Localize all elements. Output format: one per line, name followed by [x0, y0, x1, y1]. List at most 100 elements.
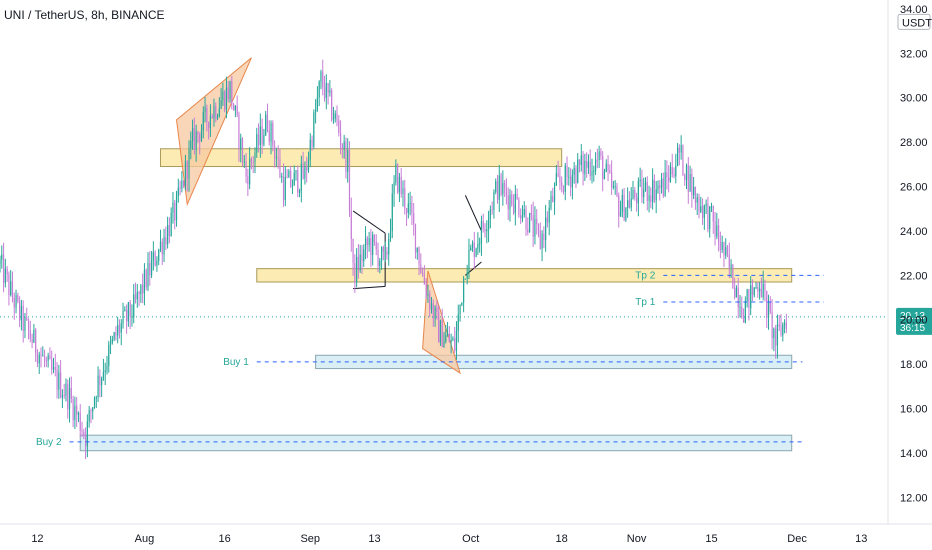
candle-body	[241, 138, 244, 162]
candle-body	[527, 229, 529, 233]
candle-body	[446, 333, 449, 336]
candle-body	[486, 229, 488, 232]
candle-body	[142, 284, 144, 294]
candle-body	[52, 366, 55, 370]
candle-body	[179, 187, 181, 189]
candle-body	[423, 274, 425, 285]
candle-body	[209, 115, 212, 129]
candle-body	[222, 91, 224, 101]
candle-body	[648, 195, 650, 201]
candle-body	[275, 157, 277, 159]
candle-body	[491, 209, 493, 211]
candle-body	[452, 338, 454, 341]
candle-body	[147, 262, 149, 288]
candle-body	[261, 126, 263, 145]
candle-body	[682, 145, 684, 175]
candle-body	[463, 278, 465, 303]
candle-body	[759, 288, 761, 292]
candle-body	[307, 159, 310, 171]
candle-body	[126, 309, 128, 322]
x-tick-label: 12	[31, 533, 43, 545]
candle-body	[200, 130, 203, 142]
candle-body	[172, 202, 174, 213]
candle-body	[106, 365, 108, 371]
candle-body	[618, 195, 620, 217]
candle-body	[54, 366, 56, 370]
level-label: Tp 1	[635, 297, 655, 308]
candle-body	[298, 190, 301, 193]
candle-body	[24, 317, 26, 331]
candle-body	[218, 108, 220, 117]
candle-body	[84, 434, 87, 447]
candle-body	[250, 158, 253, 163]
candle-body	[168, 225, 170, 237]
candle-body	[694, 187, 697, 203]
candle-body	[739, 306, 741, 308]
unit-badge	[897, 13, 931, 30]
candle-body	[602, 155, 604, 180]
candle-body	[714, 221, 716, 237]
candle-body	[232, 103, 235, 111]
candle-body	[2, 254, 5, 283]
candle-body	[438, 312, 440, 343]
candle-body	[580, 155, 582, 166]
candle-body	[58, 372, 60, 390]
candles	[0, 59, 787, 460]
candle-body	[323, 87, 326, 98]
candle-body	[156, 260, 158, 266]
candle-body	[614, 186, 616, 188]
candle-body	[256, 134, 258, 153]
candle-body	[659, 185, 661, 188]
candle-body	[625, 207, 627, 221]
pattern-line	[464, 195, 482, 232]
candle-body	[470, 247, 472, 250]
candle-body	[660, 178, 663, 188]
candle-body	[584, 160, 586, 175]
pattern-line	[352, 210, 386, 234]
x-tick-label: Oct	[462, 533, 479, 545]
candle-body	[295, 170, 297, 173]
candle-body	[653, 179, 656, 201]
candle-body	[99, 375, 101, 386]
candle-body	[454, 338, 456, 351]
candle-body	[425, 284, 427, 296]
candle-body	[149, 262, 151, 276]
candle-body	[710, 206, 713, 208]
y-tick-label: 22.00	[900, 270, 928, 282]
candle-body	[641, 179, 643, 198]
candle-body	[263, 135, 265, 145]
candle-body	[422, 272, 424, 275]
candle-body	[718, 225, 720, 242]
x-tick-label: Aug	[135, 533, 155, 545]
x-tick-label: 18	[556, 533, 568, 545]
level-label: Buy 2	[36, 437, 62, 448]
candle-body	[224, 91, 226, 110]
y-tick-label: 30.00	[900, 93, 928, 105]
candle-body	[434, 307, 436, 319]
candle-body	[281, 176, 283, 178]
candle-body	[427, 293, 429, 296]
candle-body	[372, 234, 374, 255]
candle-body	[152, 252, 154, 261]
candle-body	[566, 165, 568, 177]
candle-body	[183, 180, 185, 187]
candle-body	[193, 128, 195, 150]
candle-body	[257, 134, 260, 146]
candle-body	[537, 223, 540, 231]
candle-body	[380, 247, 383, 261]
candle-body	[700, 205, 702, 212]
candle-body	[259, 126, 261, 146]
candle-body	[45, 360, 47, 362]
candle-body	[197, 131, 199, 135]
candle-body	[225, 87, 228, 110]
candle-body	[51, 359, 53, 370]
candle-body	[712, 206, 714, 222]
candle-body	[539, 230, 541, 249]
candle-body	[603, 171, 606, 180]
candle-body	[500, 175, 502, 195]
candle-body	[216, 116, 219, 119]
candle-body	[282, 176, 285, 201]
candle-body	[316, 97, 318, 110]
candle-body	[274, 145, 276, 158]
